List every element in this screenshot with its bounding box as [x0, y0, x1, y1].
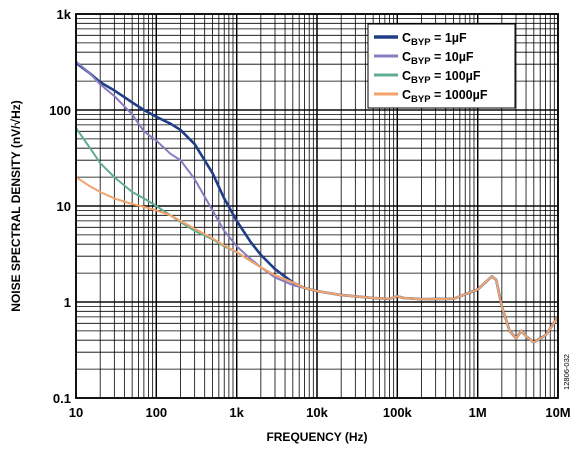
x-tick-label: 100k — [383, 405, 413, 420]
x-tick-label: 10 — [69, 405, 83, 420]
figure-id: 12806-032 — [562, 354, 571, 390]
y-tick-label: 1 — [64, 295, 71, 310]
x-axis-label: FREQUENCY (Hz) — [266, 430, 367, 444]
y-tick-label: 1k — [57, 7, 72, 22]
legend-label: CBYP = 1µF — [402, 31, 467, 48]
y-tick-label: 100 — [49, 103, 71, 118]
y-tick-label: 10 — [57, 199, 71, 214]
x-tick-labels: 10 100 1k 10k 100k 1M 10M — [69, 405, 571, 420]
legend-label: CBYP = 1000µF — [402, 88, 488, 105]
y-axis-label: NOISE SPECTRAL DENSITY (nV/√Hz) — [9, 100, 23, 312]
y-tick-labels: 0.1 1 10 100 1k — [49, 7, 71, 406]
y-tick-label: 0.1 — [53, 391, 71, 406]
x-tick-label: 10M — [545, 405, 570, 420]
legend-label: CBYP = 10µF — [402, 50, 474, 67]
x-tick-label: 1M — [469, 405, 487, 420]
legend-label: CBYP = 100µF — [402, 69, 481, 86]
legend: CBYP = 1µF CBYP = 10µF CBYP = 100µF CBYP = … — [367, 23, 516, 109]
series-lines — [75, 60, 560, 344]
x-tick-label: 100 — [145, 405, 167, 420]
series-line-4 — [75, 176, 559, 344]
plot-frame — [75, 13, 559, 399]
x-tick-label: 10k — [306, 405, 328, 420]
x-tick-label: 1k — [229, 405, 244, 420]
